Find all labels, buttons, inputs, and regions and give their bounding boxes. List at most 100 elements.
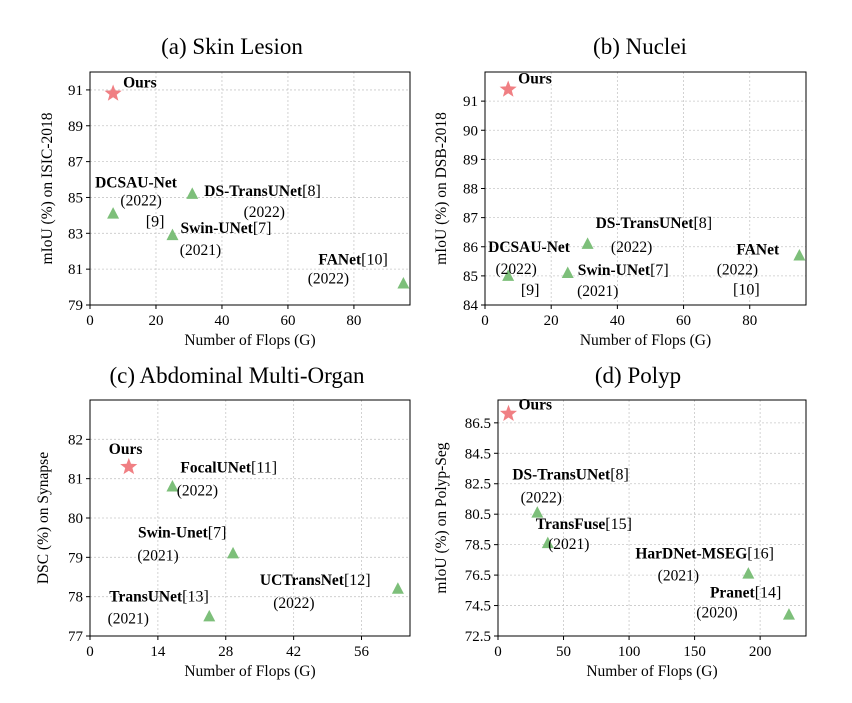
point-label: DS-TransUNet[8]	[512, 467, 629, 484]
point-label: Ours	[123, 75, 157, 92]
point-label: HarDNet-MSEG[16]	[635, 546, 774, 563]
x-axis-label: Number of Flops (G)	[580, 332, 711, 349]
point-year: (2021)	[108, 610, 149, 627]
y-tick-label: 84	[463, 298, 479, 314]
data-point	[531, 506, 544, 518]
point-label: Swin-UNet[7]	[578, 262, 669, 279]
point-year: (2021)	[137, 547, 178, 564]
y-tick-label: 85	[463, 269, 478, 285]
x-axis-label: Number of Flops (G)	[184, 663, 315, 680]
chart-title: (a) Skin Lesion	[161, 34, 303, 59]
x-tick-label: 100	[618, 644, 641, 660]
point-label: DCSAU-Net	[488, 239, 571, 256]
data-point	[561, 266, 574, 278]
point-year: (2021)	[577, 283, 618, 300]
chart-panel: 0 20 40 60 80 84 85 86 87 88 89 90 91 (b) Nuclei Numbe…	[433, 34, 807, 349]
point-name: DCSAU-Net	[488, 239, 571, 256]
point-name: DS-TransUNet	[512, 467, 611, 484]
x-tick-label: 150	[683, 644, 706, 660]
data-point	[742, 567, 755, 579]
point-label: DS-TransUNet[8]	[596, 215, 713, 232]
point-ref: [7]	[253, 220, 272, 237]
x-tick-label: 60	[676, 313, 691, 329]
data-point	[793, 248, 806, 261]
point-name: Ours	[123, 75, 157, 92]
y-tick-label: 79	[68, 298, 83, 314]
point-label: Pranet[14]	[710, 585, 781, 602]
point-ref: [7]	[208, 524, 227, 541]
y-axis-label: mIoU (%) on ISIC-2018	[39, 112, 56, 264]
y-tick-label: 77	[68, 629, 84, 645]
y-tick-label: 78	[68, 590, 83, 606]
point-ref: [8]	[693, 215, 712, 232]
point-year: (2022)	[177, 483, 218, 500]
x-tick-label: 56	[354, 644, 370, 660]
point-label: Swin-Unet[7]	[138, 524, 226, 541]
y-tick-label: 83	[68, 226, 83, 242]
data-point	[397, 276, 410, 289]
data-point	[166, 480, 179, 492]
point-name: DS-TransUNet	[204, 183, 303, 200]
point-label: FANet[10]	[318, 251, 387, 268]
y-tick-label: 80.5	[465, 507, 491, 523]
y-tick-label: 86	[463, 240, 479, 256]
chart-title: (c) Abdominal Multi-Organ	[109, 363, 365, 388]
x-tick-label: 200	[749, 644, 772, 660]
x-tick-label: 28	[218, 644, 233, 660]
data-point	[107, 207, 120, 219]
y-axis-label: mIoU (%) on Polyp-Seg	[433, 442, 450, 593]
chart-title: (d) Polyp	[595, 363, 681, 388]
point-ref: [14]	[755, 585, 782, 602]
chart-panel: 0 14 28 42 56 77 78 79 80 81 82 (c) Abdominal Multi…	[35, 363, 411, 680]
point-ref: [15]	[605, 516, 632, 533]
x-tick-label: 20	[544, 313, 559, 329]
x-tick-label: 60	[280, 313, 295, 329]
y-tick-label: 82.5	[465, 477, 491, 493]
point-name: Ours	[518, 70, 552, 87]
y-tick-label: 81	[68, 262, 83, 278]
plot-frame	[89, 71, 411, 306]
point-ref: [13]	[182, 588, 209, 605]
y-tick-label: 80	[68, 511, 83, 527]
point-name: Swin-Unet	[138, 524, 209, 541]
point-label: TransUNet[13]	[109, 588, 209, 605]
point-year: (2022)	[611, 239, 652, 256]
x-tick-label: 0	[481, 313, 489, 329]
point-year: (2021)	[180, 242, 221, 259]
y-tick-label: 76.5	[465, 568, 491, 584]
x-tick-label: 20	[148, 313, 163, 329]
point-year: (2022)	[273, 595, 314, 612]
point-label: DS-TransUNet[8]	[204, 183, 321, 200]
point-label: Ours	[518, 70, 552, 87]
point-label: TransFuse[15]	[536, 516, 632, 533]
data-point	[227, 546, 240, 559]
y-tick-label: 90	[463, 123, 478, 139]
x-tick-label: 0	[86, 313, 94, 329]
point-name: FocalUNet	[180, 460, 251, 477]
y-tick-label: 91	[68, 83, 83, 99]
point-ref: [8]	[302, 183, 321, 200]
chart-title: (b) Nuclei	[593, 34, 687, 59]
x-tick-label: 50	[556, 644, 571, 660]
point-label: Ours	[109, 441, 143, 458]
point-ref: [12]	[344, 572, 371, 589]
x-tick-label: 80	[742, 313, 757, 329]
point-name: HarDNet-MSEG	[635, 546, 747, 563]
point-year: (2022)	[521, 490, 562, 507]
y-tick-label: 82	[68, 432, 83, 448]
point-name: TransUNet	[109, 588, 183, 605]
data-point-ours	[499, 404, 517, 421]
data-point	[581, 237, 594, 249]
point-year: (2020)	[696, 605, 737, 622]
point-ref: [7]	[650, 262, 669, 279]
data-point	[391, 582, 404, 594]
data-point	[541, 536, 554, 549]
point-year: (2022)	[496, 261, 537, 278]
y-axis-label: DSC (%) on Synapse	[35, 452, 52, 584]
point-ref: [9]	[521, 282, 540, 299]
y-tick-label: 91	[463, 94, 478, 110]
y-tick-label: 78.5	[465, 538, 491, 554]
point-year: (2022)	[308, 270, 349, 287]
x-tick-label: 0	[86, 644, 94, 660]
point-label: Ours	[518, 397, 552, 414]
